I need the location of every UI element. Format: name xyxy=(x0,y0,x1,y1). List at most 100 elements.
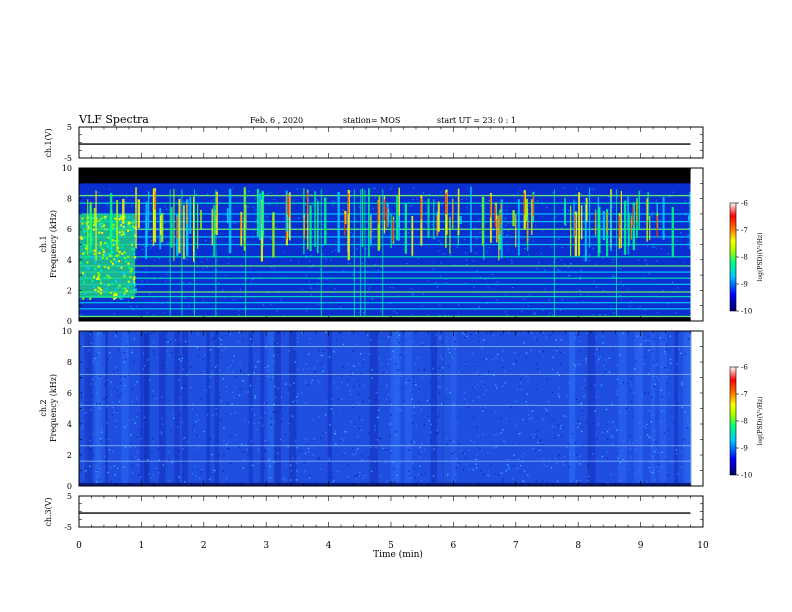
ch2-speck xyxy=(412,376,414,379)
ch2-band xyxy=(95,331,100,486)
ch2-speck xyxy=(454,473,456,475)
ch2-speck xyxy=(435,349,437,352)
ch1-noise-speck xyxy=(440,275,442,277)
ch2-speck xyxy=(439,337,441,340)
ch1-noise-speck xyxy=(211,253,213,255)
ch2-colorbar-tick-label: -9 xyxy=(741,445,748,453)
ch2-speck xyxy=(90,342,93,344)
ch2-speck xyxy=(472,469,474,471)
ch1-noise-speck xyxy=(651,214,653,217)
ch1-noise-speck xyxy=(393,311,395,313)
ch2-speck xyxy=(361,419,363,421)
ch2-speck xyxy=(295,479,298,481)
ch2-speck xyxy=(587,478,589,480)
ch1-noise-speck xyxy=(439,314,441,316)
ch2-speck xyxy=(131,388,133,390)
ch2-speck xyxy=(429,381,431,383)
ch2-band xyxy=(568,331,575,486)
x-tick-label: 7 xyxy=(513,541,519,551)
ch2-speck xyxy=(665,348,668,350)
ch2-speck xyxy=(264,439,266,442)
ch2-speck xyxy=(426,399,429,402)
ch2-speck xyxy=(81,424,84,426)
ch2-speck xyxy=(151,439,154,441)
ch1-broadband-speck xyxy=(93,290,96,293)
ch2-colorbar: -6-7-8-9-10 log(PSD)(V²/Hz) xyxy=(729,364,764,480)
ch2-speck xyxy=(405,382,407,384)
ch2-speck xyxy=(305,402,307,404)
ch2-speck xyxy=(671,410,673,412)
ch2-speck xyxy=(277,387,279,389)
ch2-speck xyxy=(305,380,307,382)
ch1-emission-hot xyxy=(378,199,380,221)
ch2-speck xyxy=(320,468,322,470)
ch2-speck xyxy=(131,351,133,354)
ch2-speck xyxy=(389,410,392,412)
ch1-broadband-speck xyxy=(117,254,120,257)
ch2-speck xyxy=(92,454,94,456)
ch1-noise-speck xyxy=(463,238,466,241)
ch2-speck xyxy=(331,481,333,483)
ch2-speck xyxy=(447,348,449,350)
ch2-speck xyxy=(476,453,478,456)
ch1-noise-speck xyxy=(195,253,197,255)
ch1-noise-speck xyxy=(528,239,531,241)
ch1-noise-speck xyxy=(384,227,387,229)
ch2-speck xyxy=(546,413,548,416)
ch2-speck xyxy=(100,480,102,482)
ch1-noise-speck xyxy=(252,235,254,237)
ch2-speck xyxy=(598,349,601,351)
ch2-speck xyxy=(132,418,134,421)
ch1-noise-speck xyxy=(225,274,227,276)
ch2-speck xyxy=(603,365,605,367)
ch2-speck xyxy=(500,432,502,434)
ch2-speck xyxy=(521,455,523,457)
ch2-speck xyxy=(421,342,423,344)
ch2-speck xyxy=(551,425,554,427)
ch1-broadband-speck xyxy=(97,286,100,289)
ch2-speck xyxy=(148,379,151,382)
ch1-emission-streak xyxy=(122,198,125,224)
ch1-noise-speck xyxy=(533,313,535,315)
ch1-emission-streak xyxy=(515,214,517,248)
ch2-speck xyxy=(109,351,111,354)
ch2-speck xyxy=(594,384,596,386)
ch2-speck xyxy=(395,431,397,433)
ch2-speck xyxy=(556,372,559,374)
ch1-emission-streak xyxy=(649,215,651,241)
ch1-noise-speck xyxy=(411,314,413,316)
ch2-speck xyxy=(196,346,199,349)
ch2-speck xyxy=(557,434,560,436)
ch1-noise-speck xyxy=(568,275,571,277)
ch2-speck xyxy=(648,339,650,342)
ch1-noise-speck xyxy=(150,240,152,242)
ch1-noise-speck xyxy=(465,252,467,254)
ch1-emission-streak xyxy=(610,196,612,252)
ch2-speck xyxy=(214,366,217,368)
ch2-speck xyxy=(556,462,558,464)
ch2-speck xyxy=(483,385,485,387)
ch1-noise-speck xyxy=(496,299,498,301)
ch2-speck xyxy=(557,393,559,395)
ch2-speck xyxy=(114,390,116,392)
ch1-noise-speck xyxy=(523,248,526,250)
ch2-speck xyxy=(256,463,258,466)
ch2-speck xyxy=(574,337,576,339)
ch2-speck xyxy=(329,424,331,426)
ch1-emission-streak xyxy=(623,200,627,255)
ch2-speck xyxy=(196,435,199,437)
ch2-speck xyxy=(130,434,132,436)
ch2-speck xyxy=(168,459,171,461)
ch1-tone-line xyxy=(79,315,691,318)
ch1-broadband-speck xyxy=(79,278,82,281)
ch2-speck xyxy=(542,350,544,353)
ch1-noise-speck xyxy=(610,305,612,308)
ch1-broadband-speck xyxy=(129,283,132,286)
ch1-noise-speck xyxy=(365,270,367,272)
ch1-spectrogram-ytick-label: 6 xyxy=(67,225,72,234)
ch2-speck xyxy=(334,430,337,432)
ch1-broadband-speck xyxy=(127,222,130,225)
ch1-broadband-speck xyxy=(103,217,106,220)
ch2-band xyxy=(650,331,656,486)
ch2-speck xyxy=(281,413,283,416)
